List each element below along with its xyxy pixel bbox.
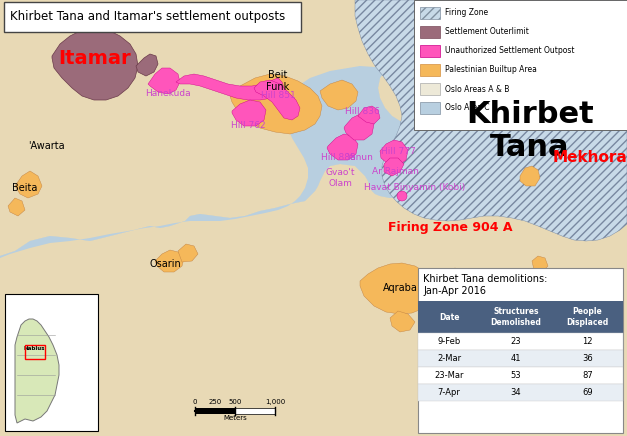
- Text: Hill 888: Hill 888: [320, 153, 356, 163]
- Bar: [420, 83, 440, 95]
- Bar: [420, 45, 440, 57]
- Text: Firing Zone: Firing Zone: [445, 8, 488, 17]
- Text: 34: 34: [510, 388, 521, 397]
- Text: Osarin: Osarin: [149, 259, 181, 269]
- Text: 87: 87: [582, 371, 593, 380]
- Polygon shape: [136, 54, 158, 76]
- Text: Hill 851: Hill 851: [261, 92, 295, 101]
- Polygon shape: [320, 80, 358, 110]
- Text: Hanekuda: Hanekuda: [145, 89, 191, 99]
- Bar: [418, 384, 623, 401]
- Bar: [418, 333, 623, 350]
- Polygon shape: [176, 74, 284, 100]
- Text: 23-Mar: 23-Mar: [435, 371, 464, 380]
- Polygon shape: [384, 158, 404, 176]
- Text: Palestinian Builtup Area: Palestinian Builtup Area: [445, 65, 537, 75]
- Text: Date: Date: [439, 313, 459, 321]
- Text: Aqraba: Aqraba: [382, 283, 418, 293]
- Text: 250: 250: [208, 399, 221, 405]
- Polygon shape: [148, 68, 180, 94]
- Text: Mekhora: Mekhora: [552, 150, 627, 166]
- Text: 23: 23: [510, 337, 521, 346]
- Text: 12: 12: [582, 337, 593, 346]
- Text: 0: 0: [192, 399, 198, 405]
- Text: Oslo Area C: Oslo Area C: [445, 103, 490, 112]
- Polygon shape: [390, 311, 415, 332]
- Polygon shape: [15, 171, 42, 198]
- Polygon shape: [0, 0, 627, 256]
- Text: 500: 500: [228, 399, 241, 405]
- Text: Ar Rajman: Ar Rajman: [372, 167, 418, 176]
- Text: 53: 53: [510, 371, 521, 380]
- Polygon shape: [380, 140, 408, 166]
- Text: Hill 762: Hill 762: [231, 122, 265, 130]
- Polygon shape: [355, 0, 627, 241]
- Polygon shape: [230, 74, 322, 134]
- Text: Meters: Meters: [223, 415, 247, 421]
- Polygon shape: [15, 319, 59, 423]
- Polygon shape: [0, 66, 452, 258]
- Text: 36: 36: [582, 354, 593, 363]
- Text: Structures
Demolished: Structures Demolished: [490, 307, 542, 327]
- Text: Havat Binyamin (Kobi): Havat Binyamin (Kobi): [364, 184, 466, 193]
- Text: Khirbet Tana and Itamar's settlement outposts: Khirbet Tana and Itamar's settlement out…: [10, 10, 285, 24]
- Bar: [420, 7, 440, 19]
- Text: 'Awarta: 'Awarta: [28, 141, 65, 151]
- Text: Settlement Outerlimit: Settlement Outerlimit: [445, 27, 529, 37]
- Text: Firing Zone 904 A: Firing Zone 904 A: [387, 221, 512, 235]
- Text: 7-Apr: 7-Apr: [438, 388, 460, 397]
- Text: Khirbet
Tana: Khirbet Tana: [466, 100, 594, 162]
- Text: People
Displaced: People Displaced: [566, 307, 609, 327]
- Text: Hill 836: Hill 836: [345, 106, 379, 116]
- Text: Beit
Funk: Beit Funk: [266, 70, 290, 92]
- Bar: [418, 301, 623, 333]
- Text: Khirbet Tana demolitions:
Jan-Apr 2016: Khirbet Tana demolitions: Jan-Apr 2016: [423, 274, 547, 296]
- Bar: [420, 102, 440, 114]
- Polygon shape: [327, 134, 358, 160]
- Polygon shape: [520, 166, 540, 186]
- Bar: [25, 345, 45, 359]
- Bar: [418, 367, 623, 384]
- FancyBboxPatch shape: [4, 2, 301, 32]
- Polygon shape: [8, 198, 25, 216]
- Text: 9-Feb: 9-Feb: [438, 337, 461, 346]
- Text: Oslo Areas A & B: Oslo Areas A & B: [445, 85, 509, 93]
- Polygon shape: [532, 256, 548, 272]
- Polygon shape: [382, 0, 627, 208]
- Text: Unauthorized Settlement Outpost: Unauthorized Settlement Outpost: [445, 47, 574, 55]
- Text: 41: 41: [511, 354, 521, 363]
- Polygon shape: [52, 28, 138, 100]
- Text: Gvao't
Olam: Gvao't Olam: [325, 168, 355, 188]
- Text: Yanun: Yanun: [347, 153, 374, 163]
- Bar: [420, 26, 440, 38]
- Polygon shape: [344, 114, 374, 140]
- Text: Hill 777: Hill 777: [381, 146, 415, 156]
- Polygon shape: [528, 274, 545, 288]
- Polygon shape: [0, 66, 627, 436]
- Polygon shape: [435, 268, 472, 296]
- Polygon shape: [358, 106, 380, 124]
- FancyBboxPatch shape: [414, 0, 627, 130]
- Polygon shape: [178, 244, 198, 262]
- Polygon shape: [155, 250, 184, 272]
- Circle shape: [397, 191, 407, 201]
- Polygon shape: [360, 263, 435, 314]
- Bar: [418, 268, 623, 433]
- Text: 69: 69: [582, 388, 593, 397]
- Text: Itamar: Itamar: [59, 48, 131, 68]
- Bar: [235, 408, 275, 414]
- Text: Nablus: Nablus: [23, 347, 45, 351]
- Bar: [5, 294, 98, 431]
- Polygon shape: [254, 80, 300, 120]
- Polygon shape: [232, 100, 266, 126]
- Bar: [420, 64, 440, 76]
- Bar: [418, 350, 623, 367]
- Polygon shape: [565, 74, 594, 100]
- Text: Beita: Beita: [12, 183, 38, 193]
- Text: 1,000: 1,000: [265, 399, 285, 405]
- Bar: [195, 408, 235, 414]
- Text: 2-Mar: 2-Mar: [437, 354, 461, 363]
